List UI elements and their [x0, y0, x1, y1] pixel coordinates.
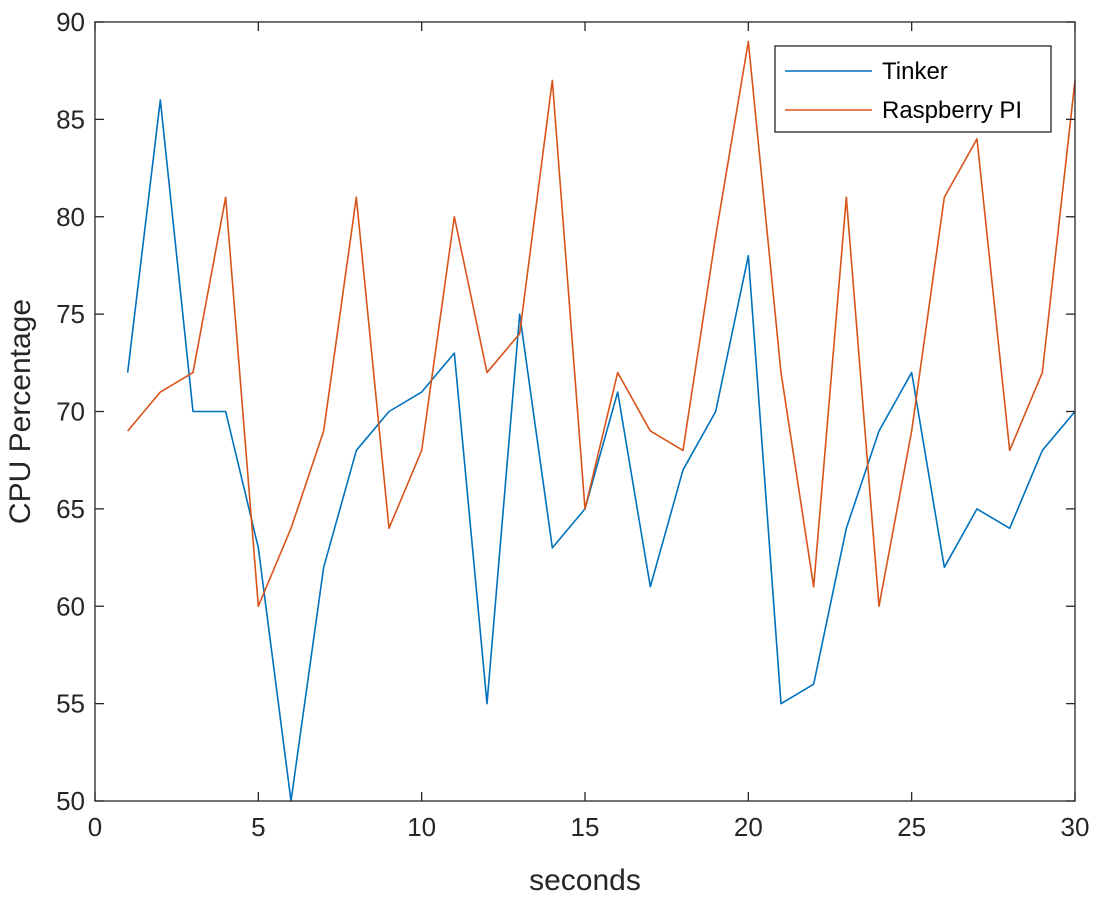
- x-tick-label: 20: [734, 812, 763, 842]
- y-tick-label: 80: [56, 202, 85, 232]
- x-tick-label: 25: [897, 812, 926, 842]
- legend-label-raspberry-pi: Raspberry PI: [882, 97, 1022, 124]
- plot-area: [95, 22, 1075, 801]
- axes: [94, 21, 1076, 802]
- legend: Tinker Raspberry PI: [774, 45, 1052, 133]
- y-tick-label: 60: [56, 591, 85, 621]
- y-tick-label: 75: [56, 299, 85, 329]
- tick-labels: 0 5 10 15 20 25 30 50 55 60 65 70 75 80 85 90: [56, 7, 1089, 842]
- legend-box: [774, 45, 1052, 133]
- y-tick-label: 90: [56, 7, 85, 37]
- x-tick-label: 10: [407, 812, 436, 842]
- legend-label-tinker: Tinker: [882, 58, 948, 85]
- y-tick-label: 70: [56, 397, 85, 427]
- series-layer: [126, 40, 1076, 802]
- x-axis-title: seconds: [529, 864, 641, 897]
- y-tick-label: 65: [56, 494, 85, 524]
- y-tick-label: 85: [56, 104, 85, 134]
- x-tick-label: 0: [88, 812, 102, 842]
- plot-background: [95, 22, 1075, 801]
- series-line-tinker: [126, 99, 1076, 802]
- x-tick-label: 15: [571, 812, 600, 842]
- y-tick-label: 55: [56, 689, 85, 719]
- x-tick-label: 5: [251, 812, 265, 842]
- y-axis-title: CPU Percentage: [4, 299, 37, 524]
- y-tick-label: 50: [56, 786, 85, 816]
- series-line-raspberry-pi: [127, 40, 1076, 608]
- x-tick-label: 30: [1061, 812, 1090, 842]
